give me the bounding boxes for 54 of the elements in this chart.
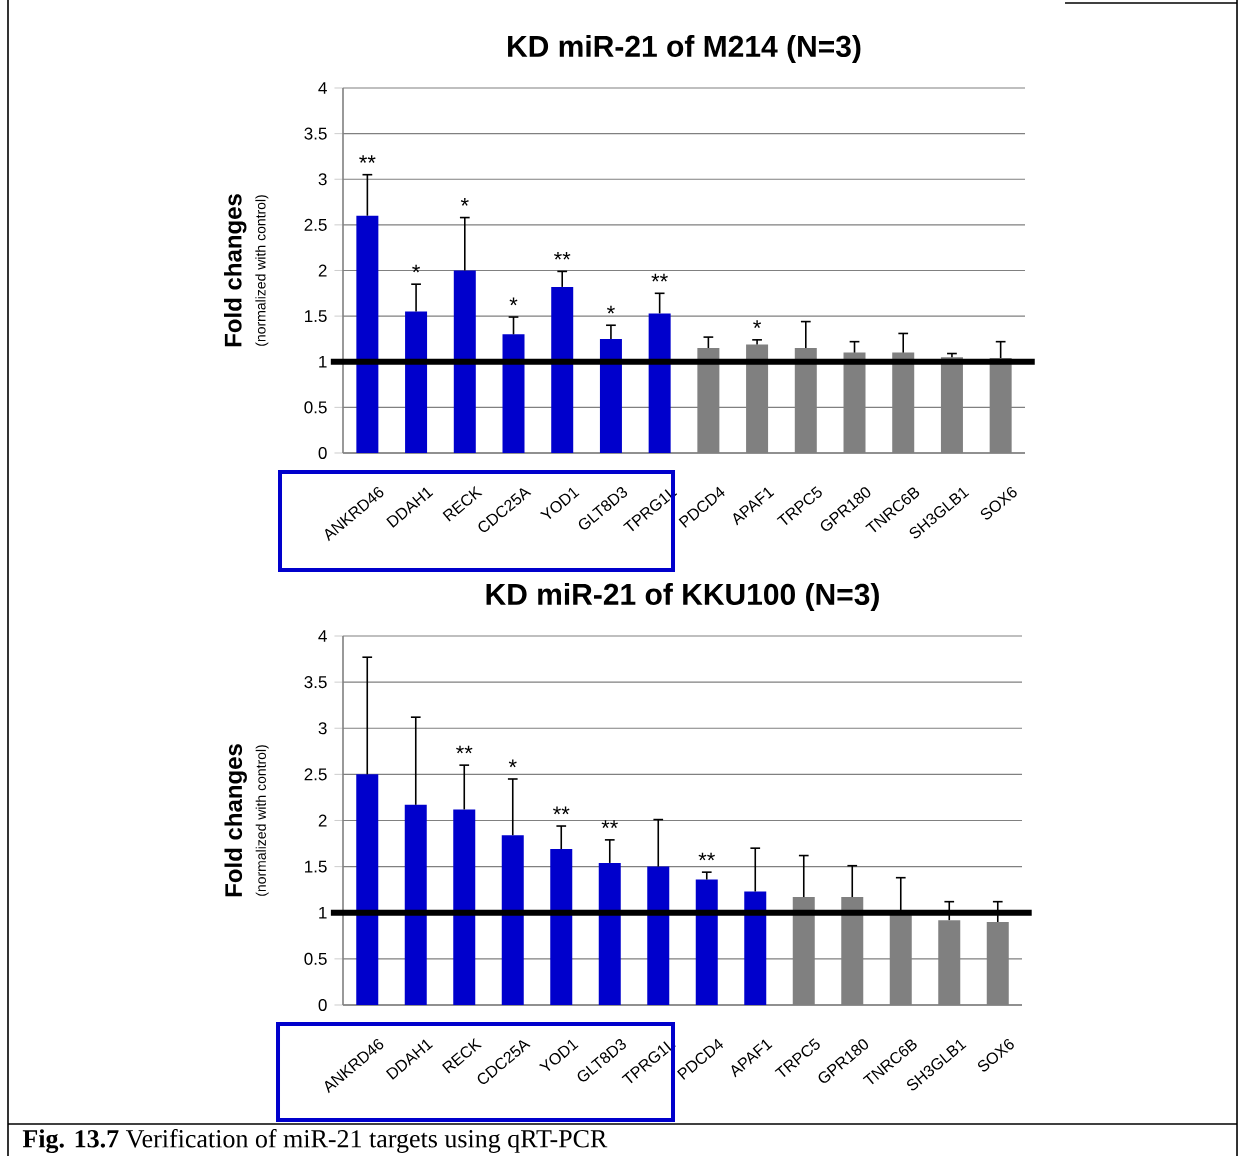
bar bbox=[695, 879, 718, 1005]
annotation: * bbox=[508, 759, 517, 768]
chart-title: KD miR-21 of KKU100 (N=3) bbox=[486, 582, 879, 611]
y-tick-label: 3 bbox=[318, 173, 327, 186]
bar bbox=[598, 862, 621, 1005]
text: (normalized with control) bbox=[255, 195, 269, 346]
annotation: ** bbox=[456, 745, 473, 754]
annotation: ** bbox=[698, 852, 715, 861]
annotation: * bbox=[753, 320, 762, 329]
annotation: ** bbox=[651, 273, 668, 282]
bar bbox=[551, 286, 574, 453]
text: (normalized with control) bbox=[255, 745, 269, 896]
y-tick-label: 1 bbox=[319, 906, 327, 919]
bar bbox=[453, 809, 476, 1005]
bar bbox=[599, 338, 622, 453]
y-tick-label: 2 bbox=[318, 264, 327, 277]
bar bbox=[501, 835, 524, 1005]
y-tick-label: 1.5 bbox=[305, 310, 327, 323]
annotation: ** bbox=[553, 806, 570, 815]
y-tick-label: 2 bbox=[318, 814, 327, 827]
y-tick-label: 4 bbox=[318, 630, 327, 642]
y-tick-label: 0 bbox=[318, 998, 327, 1012]
y-tick-label: 4 bbox=[318, 82, 327, 94]
bar bbox=[404, 804, 427, 1005]
y-tick-label: 1.5 bbox=[305, 860, 327, 873]
bar bbox=[453, 270, 476, 453]
y-tick-label: 3.5 bbox=[304, 127, 327, 140]
annotation: * bbox=[460, 198, 469, 206]
bar bbox=[744, 891, 767, 1005]
bar bbox=[648, 313, 671, 453]
y-tick-label: 2.5 bbox=[304, 218, 327, 231]
chart-title: KD miR-21 of M214 (N=3) bbox=[508, 34, 861, 63]
annotation: * bbox=[607, 305, 615, 314]
y-axis-title: Fold changes bbox=[224, 194, 247, 347]
y-tick-label: 3.5 bbox=[304, 676, 327, 689]
bar bbox=[405, 311, 428, 453]
annotation: ** bbox=[601, 820, 618, 829]
y-tick-label: 1 bbox=[319, 355, 327, 368]
y-axis-title: Fold changes bbox=[224, 744, 247, 897]
y-tick-label: 3 bbox=[318, 722, 327, 735]
annotation: * bbox=[509, 297, 518, 306]
text: Fig. 13.7 Verification of miR-21 targets using qRT-PCR bbox=[22, 1128, 608, 1154]
bar bbox=[356, 215, 379, 453]
y-tick-label: 0.5 bbox=[304, 952, 327, 965]
bar bbox=[502, 334, 525, 453]
y-tick-label: 0 bbox=[318, 446, 327, 459]
bar bbox=[356, 774, 379, 1005]
y-tick-label: 2.5 bbox=[304, 768, 327, 781]
bar bbox=[647, 866, 670, 1005]
annotation: * bbox=[412, 264, 421, 273]
annotation: ** bbox=[359, 155, 376, 163]
bar bbox=[550, 849, 573, 1005]
annotation: ** bbox=[554, 251, 571, 260]
y-tick-label: 0.5 bbox=[304, 401, 327, 414]
